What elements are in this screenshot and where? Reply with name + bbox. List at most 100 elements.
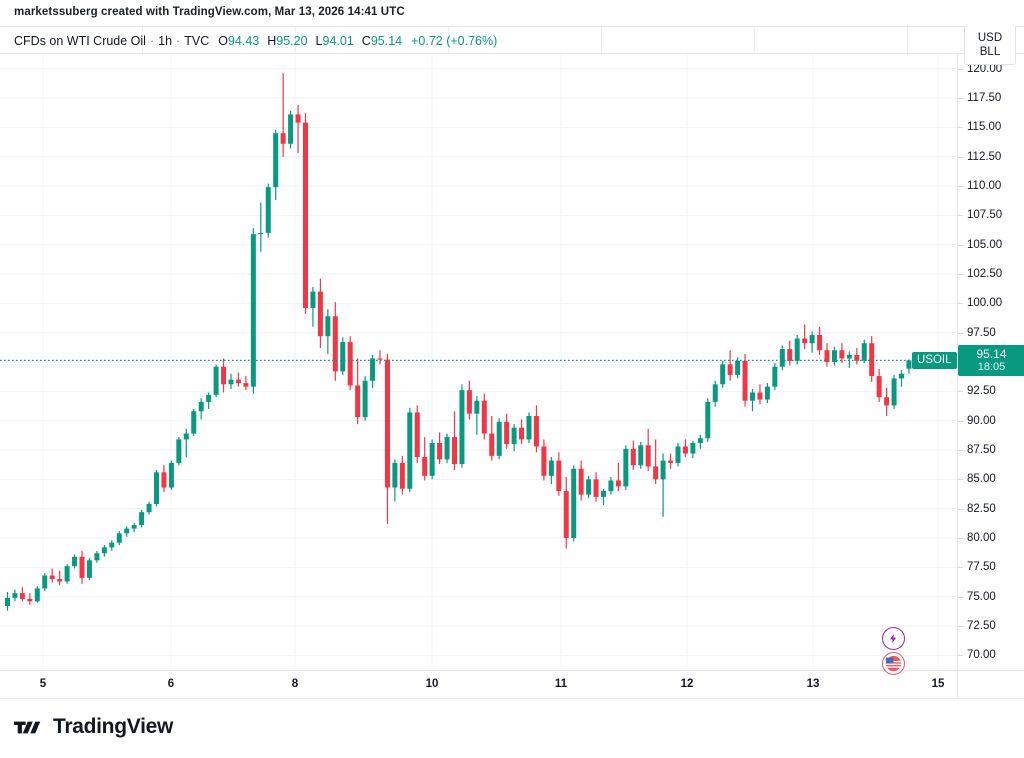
candle-body	[370, 358, 376, 381]
candle-body	[675, 446, 681, 463]
legend-low-label: L	[315, 34, 323, 48]
candle-body	[831, 350, 837, 362]
price-tick-dash	[958, 655, 963, 657]
price-tick-dash	[958, 68, 963, 70]
price-tick-dash	[958, 274, 963, 275]
candle-body	[586, 479, 592, 495]
candle-body	[206, 394, 212, 402]
price-tick-label: 107.50	[967, 209, 1003, 222]
candle-body	[846, 354, 852, 359]
legend-divider	[601, 27, 602, 53]
candle-body	[258, 232, 264, 235]
candle-body	[474, 400, 480, 414]
candle-body	[392, 462, 398, 488]
legend-divider	[142, 27, 143, 53]
candle-body	[243, 383, 249, 387]
candle-body	[601, 491, 606, 497]
candle-body	[347, 342, 353, 386]
candle-body	[228, 379, 234, 385]
candle-body	[906, 360, 912, 369]
price-tick-label: 117.50	[967, 92, 1002, 104]
economic-event-marker[interactable]	[882, 627, 905, 650]
candle-body	[377, 358, 383, 360]
price-tick-dash	[958, 244, 963, 246]
candle-body	[466, 390, 472, 414]
legend-separator: ·	[176, 34, 181, 48]
chart-legend[interactable]: CFDs on WTI Crude Oil · 1h · TVC O94.43 …	[14, 27, 497, 55]
candle-body	[79, 556, 85, 578]
candle-body	[340, 342, 346, 372]
candle-body	[705, 401, 711, 439]
candle-body	[824, 350, 830, 362]
candle-body	[541, 446, 547, 476]
candle-body	[154, 472, 159, 504]
candle-body	[869, 343, 875, 377]
candle-body	[511, 427, 517, 445]
candle-body	[146, 503, 152, 513]
candle-body	[288, 114, 294, 144]
candle-body	[608, 480, 614, 492]
tradingview-wordmark: TradingView	[53, 715, 174, 738]
time-scale[interactable]: 5 6 8 10 11 12 13 15	[0, 670, 957, 698]
candle-body	[27, 599, 33, 602]
legend-open-value: 94.43	[227, 34, 260, 48]
candle-body	[481, 400, 487, 434]
candle-body	[653, 466, 659, 480]
legend-divider	[295, 27, 296, 53]
candle-body	[168, 462, 174, 488]
price-tick-label: 102.50	[967, 268, 1003, 280]
candle-body	[630, 448, 636, 466]
candle-body	[750, 392, 755, 401]
us-flag-event-marker[interactable]	[882, 652, 905, 675]
price-scale[interactable]: 120.00 117.50 115.00 112.50 110.00 107.50 105.…	[912, 54, 1024, 670]
candle-body	[727, 364, 733, 375]
legend-change: +0.72 (+0.76%)	[411, 34, 498, 48]
chart-canvas[interactable]	[0, 54, 957, 670]
time-tick-label: 8	[291, 678, 299, 690]
candle-body	[325, 316, 331, 337]
candle-body	[660, 460, 666, 480]
candle-body	[861, 343, 867, 361]
price-tick-label: 120.00	[967, 62, 1003, 75]
horizontal-gridlines	[0, 68, 957, 656]
currency-unit-box[interactable]: USD BLL	[964, 26, 1016, 65]
candle-body	[437, 442, 443, 460]
price-tick-dash	[958, 479, 963, 481]
unit-label: BLL	[979, 46, 1001, 58]
candle-body	[548, 460, 554, 476]
legend-close-value: 95.14	[370, 34, 403, 48]
candle-body	[638, 445, 644, 466]
candle-body	[250, 234, 256, 387]
candle-body	[563, 491, 569, 538]
candle-body	[198, 401, 204, 412]
candle-body	[139, 512, 145, 526]
price-tick-dash	[958, 98, 963, 99]
candle-body	[42, 575, 48, 589]
price-tick-dash	[958, 450, 963, 451]
candle-body	[116, 533, 122, 543]
candle-body	[623, 448, 629, 487]
candle-body	[72, 556, 78, 567]
price-tick-dash	[958, 508, 963, 510]
candle-body	[86, 560, 92, 578]
time-tick-label: 11	[554, 678, 568, 690]
candle-body	[690, 442, 696, 454]
price-tick-label: 70.00	[967, 649, 996, 662]
legend-symbol[interactable]: CFDs on WTI Crude Oil	[14, 34, 146, 48]
candle-body	[802, 338, 808, 344]
price-tick-label: 92.50	[967, 385, 996, 398]
candle-body	[794, 338, 800, 361]
candle-body	[422, 457, 428, 476]
price-tick-label: 80.00	[967, 532, 996, 544]
candle-series	[5, 73, 912, 611]
candle-body	[221, 366, 227, 385]
legend-high-value: 95.20	[276, 34, 308, 48]
legend-interval[interactable]: 1h	[158, 34, 173, 48]
legend-close: C95.14	[362, 34, 402, 48]
price-tick-dash	[958, 391, 963, 393]
price-tick-label: 97.50	[967, 326, 996, 339]
candle-body	[399, 462, 405, 489]
candle-body	[235, 379, 241, 384]
candle-body	[280, 133, 286, 144]
tradingview-logo[interactable]: TradingView	[14, 715, 173, 739]
